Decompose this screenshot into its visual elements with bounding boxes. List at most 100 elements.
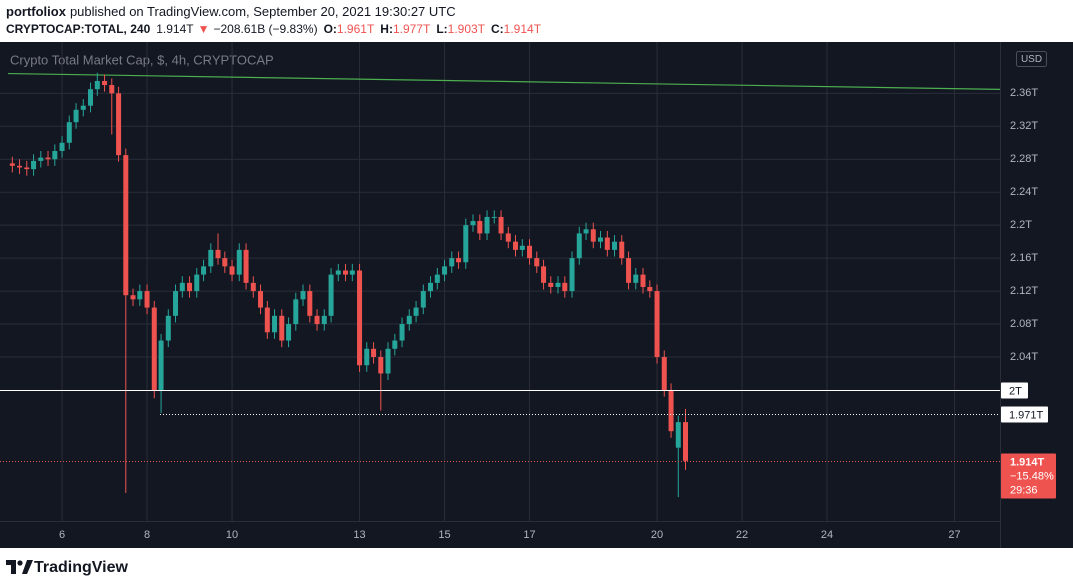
candle-body [66,122,72,143]
x-tick-label: 20 [651,529,663,541]
candle-body [371,348,377,358]
y-tick-label: 2.08T [1010,318,1038,330]
x-tick-label: 27 [948,529,960,541]
brand-logo [6,560,33,574]
ohlc-value: 1.977T [393,22,431,36]
candle-body [173,291,179,316]
x-tick-label: 6 [59,529,65,541]
y-tick-label: 2.36T [1010,87,1038,99]
ohlc-value: 1.961T [337,22,375,36]
candle-body [498,216,504,234]
last-price-tag [1001,453,1056,499]
candle-body [626,258,632,283]
logo-shape [6,560,16,574]
currency: USD [1021,54,1042,65]
candle-body [668,389,674,432]
x-tick-label: 10 [226,529,238,541]
candle-body [250,282,256,292]
candle-body [598,237,604,242]
grid [0,42,1000,521]
trendline [8,72,1001,90]
candle-body [109,85,115,94]
candle-body [555,282,561,287]
y-tick-label: 2.28T [1010,153,1038,165]
candle-body [484,216,490,234]
candle-body [335,270,341,275]
candle-body [179,282,185,292]
candle-body [392,340,398,349]
price-line-label: 1.971T [1009,409,1044,421]
candle-body [633,274,639,283]
ohlc-key: O: [324,22,337,36]
candle-body [541,266,547,283]
candle-body [116,93,122,156]
candle-body [576,233,582,259]
currency-box [1016,51,1047,67]
brand: TradingView [34,559,129,576]
candle-body [378,357,384,374]
candle-body [428,282,434,292]
candle-body [548,282,554,287]
candle-body [519,245,525,250]
candle-body [9,163,15,166]
candle-body [258,291,264,308]
bar-countdown: 29:36 [1010,484,1038,496]
candle-body [151,307,157,390]
candle-body [562,282,568,292]
symbol-line: CRYPTOCAP:TOTAL, 240 1.914T ▼ −208.61B (−9.… [6,22,542,36]
candle-body [123,155,129,296]
candle-body [442,266,448,275]
candle-body [470,221,476,226]
ohlc: O:1.961T H:1.977T L:1.903T C:1.914T [324,22,542,36]
logo-shape [22,560,33,574]
y-tick-label: 2.24T [1010,186,1038,198]
candle-body [343,270,349,275]
candle-body [661,357,667,390]
candles [9,72,689,498]
chart-background [0,42,1073,548]
candle-body [406,315,412,325]
ohlc-key: C: [491,22,504,36]
candle-body [328,274,334,316]
ohlc-value: 1.903T [448,22,486,36]
candle-body [88,89,94,106]
candle-body [675,422,681,448]
candle-body [513,241,519,250]
change-arrow: ▼ [198,22,210,36]
candle-body [158,340,164,390]
candle-body [654,291,660,358]
candle-body [201,266,207,275]
x-tick-label: 8 [144,529,150,541]
candle-body [604,237,610,250]
y-tick-label: 2.32T [1010,120,1038,132]
candle-body [24,167,30,170]
x-tick-label: 15 [438,529,450,541]
candle-body [94,80,100,90]
last-price-label: 1.914T [1010,456,1045,468]
candle-body [130,295,136,300]
candle-body [165,315,171,341]
candle-body [569,258,575,292]
candle-body [683,422,689,461]
candle-body [583,229,589,234]
x-tick-label: 13 [353,529,365,541]
candle-body [449,258,455,267]
chart-legend: Crypto Total Market Cap, $, 4h, CRYPTOCA… [10,52,274,67]
x-tick-label: 17 [523,529,535,541]
candle-body [399,324,405,341]
y-tick-label: 2.12T [1010,285,1038,297]
ohlc-key: L: [436,22,447,36]
candle-body [590,229,596,242]
candle-body [647,286,653,292]
candle-body [640,274,646,287]
candle-body [52,151,58,160]
price-line-label: 2T [1009,385,1022,397]
y-tick-label: 2.16T [1010,252,1038,264]
candle-body [215,249,221,259]
candle-body [243,249,249,283]
candle-body [434,274,440,283]
y-tick-label: 2.04T [1010,351,1038,363]
candle-body [364,348,370,366]
candle-body [31,160,37,170]
